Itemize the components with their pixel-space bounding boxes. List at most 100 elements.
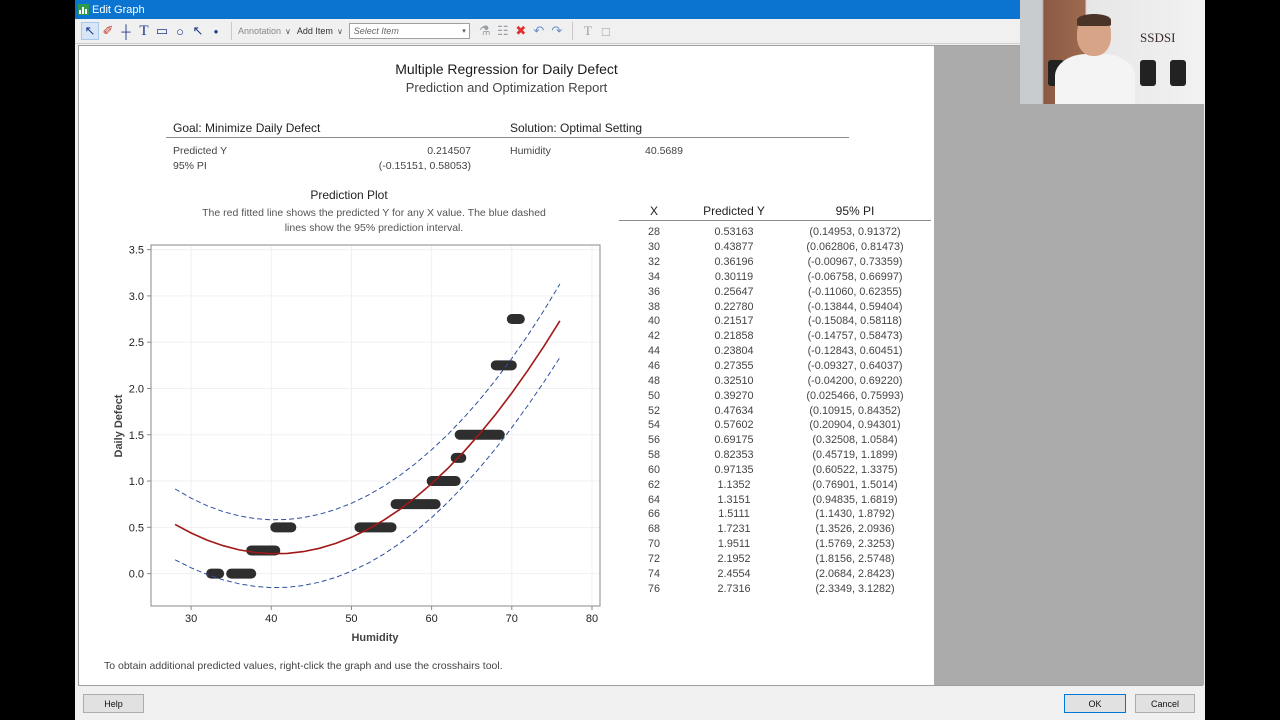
cell-predicted-y: 0.32510 <box>714 374 754 387</box>
col-x: X <box>649 204 658 218</box>
table-row: 50 0.39270 (0.025466, 0.75993) <box>619 388 931 403</box>
cell-pi: (-0.15084, 0.58118) <box>807 315 903 328</box>
cell-x: 28 <box>647 226 660 239</box>
cell-x: 54 <box>647 419 660 432</box>
toolbar-divider <box>231 22 232 40</box>
window-title: Edit Graph <box>92 3 145 16</box>
table-row: 54 0.57602 (0.20904, 0.94301) <box>619 418 931 433</box>
cell-predicted-y: 0.25647 <box>714 285 754 298</box>
svg-text:0.5: 0.5 <box>129 522 144 534</box>
cell-pi: (0.062806, 0.81473) <box>806 241 904 254</box>
select-icon[interactable]: ↖ <box>81 22 99 40</box>
report-title: Multiple Regression for Daily Defect <box>395 61 618 77</box>
table-row: 56 0.69175 (0.32508, 1.0584) <box>619 433 931 448</box>
cell-x: 72 <box>647 552 660 565</box>
cell-pi: (0.32508, 1.0584) <box>812 434 898 447</box>
presenter-video <box>1055 14 1135 104</box>
predicted-y-value: 0.214507 <box>427 145 471 157</box>
prediction-table: X Predicted Y 95% PI 28 0.53163 (0.14953, … <box>619 204 931 596</box>
svg-text:1.5: 1.5 <box>129 430 144 442</box>
cell-x: 40 <box>647 315 660 328</box>
pi-upper-line <box>174 283 561 521</box>
cell-predicted-y: 0.39270 <box>714 389 754 402</box>
table-row: 36 0.25647 (-0.11060, 0.62355) <box>619 284 931 299</box>
observation-points <box>206 314 525 579</box>
svg-text:0.0: 0.0 <box>129 569 144 581</box>
brush-icon[interactable]: ✐ <box>102 23 114 38</box>
chair-shape <box>1170 60 1186 86</box>
properties-icon[interactable]: ☷ <box>496 23 509 38</box>
cell-pi: (0.60522, 1.3375) <box>812 463 898 476</box>
cell-pi: (-0.11060, 0.62355) <box>807 285 903 298</box>
svg-text:40: 40 <box>265 613 277 625</box>
select-item-placeholder: Select Item <box>353 26 399 36</box>
prediction-plot[interactable]: 0.0 0.5 1.0 1.5 2.0 2.5 3.0 3.5 30 40 50 60 70 80 Hu… <box>79 226 619 656</box>
cell-x: 46 <box>647 360 660 373</box>
cell-pi: (-0.14757, 0.58473) <box>807 330 903 343</box>
cell-x: 44 <box>647 345 660 358</box>
cell-pi: (1.1430, 1.8792) <box>815 508 895 521</box>
x-axis-label: Humidity <box>351 632 399 644</box>
cell-x: 68 <box>647 523 660 536</box>
cell-predicted-y: 0.47634 <box>714 404 754 417</box>
cell-x: 66 <box>647 508 660 521</box>
table-row: 76 2.7316 (2.3349, 3.1282) <box>619 581 931 596</box>
cancel-button[interactable]: Cancel <box>1135 694 1195 713</box>
table-row: 58 0.82353 (0.45719, 1.1899) <box>619 448 931 463</box>
svg-text:80: 80 <box>586 613 598 625</box>
table-row: 38 0.22780 (-0.13844, 0.59404) <box>619 299 931 314</box>
svg-text:1.0: 1.0 <box>129 476 144 488</box>
format-icon[interactable]: ⚗ <box>478 23 491 38</box>
data-window-icon[interactable]: □ <box>601 23 610 39</box>
cell-x: 76 <box>647 582 660 595</box>
cell-x: 32 <box>647 256 660 269</box>
delete-icon[interactable]: ✖ <box>515 23 527 38</box>
report-subtitle: Prediction and Optimization Report <box>405 80 608 95</box>
chair-shape <box>1140 60 1156 86</box>
cell-x: 52 <box>647 404 660 417</box>
redo-icon[interactable]: ↷ <box>551 23 563 38</box>
cell-x: 48 <box>647 374 660 387</box>
arrow-icon[interactable]: ↖ <box>192 23 204 38</box>
chart-gridlines <box>151 245 600 606</box>
add-item-menu[interactable]: Add Item <box>296 26 333 36</box>
marker-icon[interactable]: ● <box>213 26 219 36</box>
ok-button[interactable]: OK <box>1064 694 1126 713</box>
cell-x: 74 <box>647 567 660 580</box>
svg-text:50: 50 <box>345 613 357 625</box>
rectangle-icon[interactable]: ▭ <box>155 23 169 38</box>
table-row: 72 2.1952 (1.8156, 2.5748) <box>619 552 931 567</box>
crosshairs-icon[interactable]: ┼ <box>121 23 131 39</box>
graph-canvas[interactable]: Multiple Regression for Daily Defect Pre… <box>78 45 1204 686</box>
text-icon[interactable]: T <box>139 22 149 39</box>
annotation-menu[interactable]: Annotation <box>238 26 282 36</box>
cell-predicted-y: 0.23804 <box>714 345 754 358</box>
svg-text:3.5: 3.5 <box>129 245 144 257</box>
cell-predicted-y: 2.4554 <box>717 567 751 580</box>
graph-toolbar: ↖ ✐ ┼ T ▭ ○ ↖ ● Annotation ∨ Add Item ∨ … <box>75 19 1205 44</box>
pi-value: (-0.15151, 0.58053) <box>378 160 471 172</box>
select-item-dropdown[interactable]: Select Item ▾ <box>348 23 470 39</box>
cell-predicted-y: 0.82353 <box>714 449 754 462</box>
ellipse-icon[interactable]: ○ <box>176 23 184 39</box>
cell-pi: (-0.04200, 0.69220) <box>807 374 903 387</box>
col-predicted-y: Predicted Y <box>703 204 765 218</box>
undo-icon[interactable]: ↶ <box>533 23 545 38</box>
cell-pi: (0.025466, 0.75993) <box>806 389 904 402</box>
cell-predicted-y: 0.22780 <box>714 300 754 313</box>
text-format-icon[interactable]: T <box>583 23 592 38</box>
table-row: 48 0.32510 (-0.04200, 0.69220) <box>619 373 931 388</box>
cell-x: 64 <box>647 493 660 506</box>
svg-text:60: 60 <box>426 613 438 625</box>
cell-predicted-y: 0.69175 <box>714 434 754 447</box>
cell-pi: (-0.13844, 0.59404) <box>807 300 903 313</box>
cell-predicted-y: 0.36196 <box>714 256 754 269</box>
table-row: 46 0.27355 (-0.09327, 0.64037) <box>619 359 931 374</box>
cell-predicted-y: 0.27355 <box>714 360 754 373</box>
humidity-label: Humidity <box>510 145 551 157</box>
svg-text:3.0: 3.0 <box>129 291 144 303</box>
help-button[interactable]: Help <box>83 694 144 713</box>
y-axis-ticks: 0.0 0.5 1.0 1.5 2.0 2.5 3.0 3.5 <box>129 245 151 581</box>
title-bar: Edit Graph <box>75 0 1205 19</box>
cell-predicted-y: 2.1952 <box>717 552 751 565</box>
